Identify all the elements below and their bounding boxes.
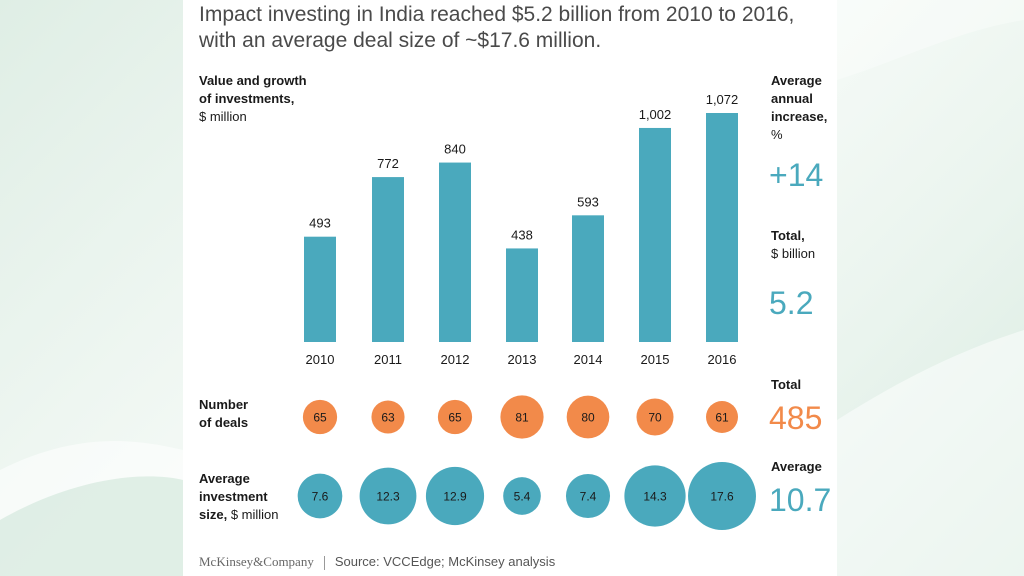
- x-tick-label: 2013: [508, 352, 537, 367]
- avg-size-circle-2016: [688, 462, 756, 530]
- increase-value: +14: [769, 157, 824, 193]
- avg-size-value-label: 7.4: [580, 490, 597, 504]
- increase-label-line-3: increase,: [771, 109, 828, 124]
- increase-label-unit: %: [771, 127, 783, 142]
- bar-value-label: 1,002: [639, 107, 672, 122]
- value-label-unit: $ million: [199, 109, 247, 124]
- x-tick-label: 2012: [441, 352, 470, 367]
- deals-circle-2011: [371, 400, 405, 434]
- total-investment-label: Total, $ billion: [771, 227, 815, 263]
- deals-circle-2015: [636, 398, 674, 436]
- avg-size-total-value: 10.7: [769, 482, 832, 518]
- avg-total-label-text: Average: [771, 459, 822, 474]
- value-label-line-2: of investments,: [199, 91, 295, 106]
- x-tick-label: 2014: [574, 352, 603, 367]
- title-line-2: with an average deal size of ~$17.6 mill…: [199, 29, 602, 52]
- avg-label-line-2: investment: [199, 489, 268, 504]
- bar-2013: [506, 248, 538, 342]
- increase-label-line-1: Average: [771, 73, 822, 88]
- deals-value-label: 65: [448, 411, 462, 425]
- avg-size-value-label: 5.4: [514, 490, 531, 504]
- bar-2011: [372, 177, 404, 342]
- deals-value-label: 61: [715, 411, 729, 425]
- value-growth-label: Value and growth of investments, $ milli…: [199, 72, 307, 126]
- deals-total-value: 485: [769, 400, 823, 436]
- bar-value-label: 438: [511, 227, 533, 242]
- avg-size-value-label: 7.6: [312, 490, 329, 504]
- bar-value-label: 840: [444, 142, 466, 157]
- deals-circle-2013: [500, 395, 544, 439]
- deals-value-label: 63: [381, 411, 395, 425]
- chart-title: Impact investing in India reached $5.2 b…: [199, 2, 839, 54]
- brand-logo-text: McKinsey&Company: [199, 554, 314, 569]
- increase-label: Average annual increase, %: [771, 72, 827, 144]
- footer: McKinsey&Company Source: VCCEdge; McKinse…: [199, 554, 555, 570]
- bar-value-label: 593: [577, 194, 599, 209]
- x-tick-label: 2016: [708, 352, 737, 367]
- bar-2010: [304, 236, 336, 342]
- deals-value-label: 65: [313, 411, 327, 425]
- x-tick-label: 2015: [641, 352, 670, 367]
- deals-circle-2010: [302, 399, 338, 435]
- deals-label: Number of deals: [199, 396, 248, 432]
- deals-label-line-1: Number: [199, 397, 249, 412]
- bar-value-label: 493: [309, 216, 331, 231]
- total-label-unit: $ billion: [771, 246, 816, 261]
- bar-value-label: 1,072: [706, 92, 739, 107]
- title-line-1: Impact investing in India reached $5.2 b…: [199, 3, 795, 26]
- avg-size-value-label: 12.3: [376, 490, 400, 504]
- avg-size-circle-2015: [624, 465, 686, 527]
- avg-size-circle-2012: [425, 466, 485, 526]
- avg-size-value-label: 14.3: [643, 490, 667, 504]
- total-investment-value: 5.2: [769, 285, 814, 321]
- bar-value-label: 772: [377, 156, 399, 171]
- deals-value-label: 70: [648, 411, 662, 425]
- avg-label-line-3: size,: [199, 507, 228, 522]
- bar-2012: [439, 162, 471, 342]
- avg-size-value-label: 17.6: [710, 490, 734, 504]
- deals-label-line-2: of deals: [199, 415, 249, 430]
- x-tick-label: 2011: [374, 352, 402, 367]
- avg-size-total-label: Average: [771, 458, 822, 476]
- avg-size-circle-2010: [297, 473, 343, 519]
- avg-size-circle-2014: [565, 473, 611, 519]
- increase-label-line-2: annual: [771, 91, 813, 106]
- bar-2015: [639, 127, 671, 342]
- deals-total-label-text: Total: [771, 377, 802, 392]
- avg-size-value-label: 12.9: [443, 490, 467, 504]
- value-label-line-1: Value and growth: [199, 73, 307, 88]
- deals-value-label: 81: [515, 411, 529, 425]
- bar-2014: [572, 215, 604, 342]
- avg-size-circle-2013: [503, 477, 541, 515]
- deals-circle-2014: [566, 395, 610, 439]
- avg-label-line-1: Average: [199, 471, 250, 486]
- x-tick-label: 2010: [306, 352, 335, 367]
- avg-size-circle-2011: [359, 467, 417, 525]
- total-label-line-1: Total,: [771, 228, 805, 243]
- footer-separator: [323, 555, 325, 570]
- avg-label-unit: $ million: [230, 507, 279, 522]
- bar-2016: [706, 113, 738, 342]
- deals-circle-2016: [706, 401, 738, 433]
- deals-total-label: Total: [771, 376, 801, 394]
- deals-circle-2012: [437, 399, 473, 435]
- footer-source: Source: VCCEdge; McKinsey analysis: [334, 554, 556, 569]
- avg-size-label: Average investment size, $ million: [199, 470, 279, 524]
- deals-value-label: 80: [581, 411, 595, 425]
